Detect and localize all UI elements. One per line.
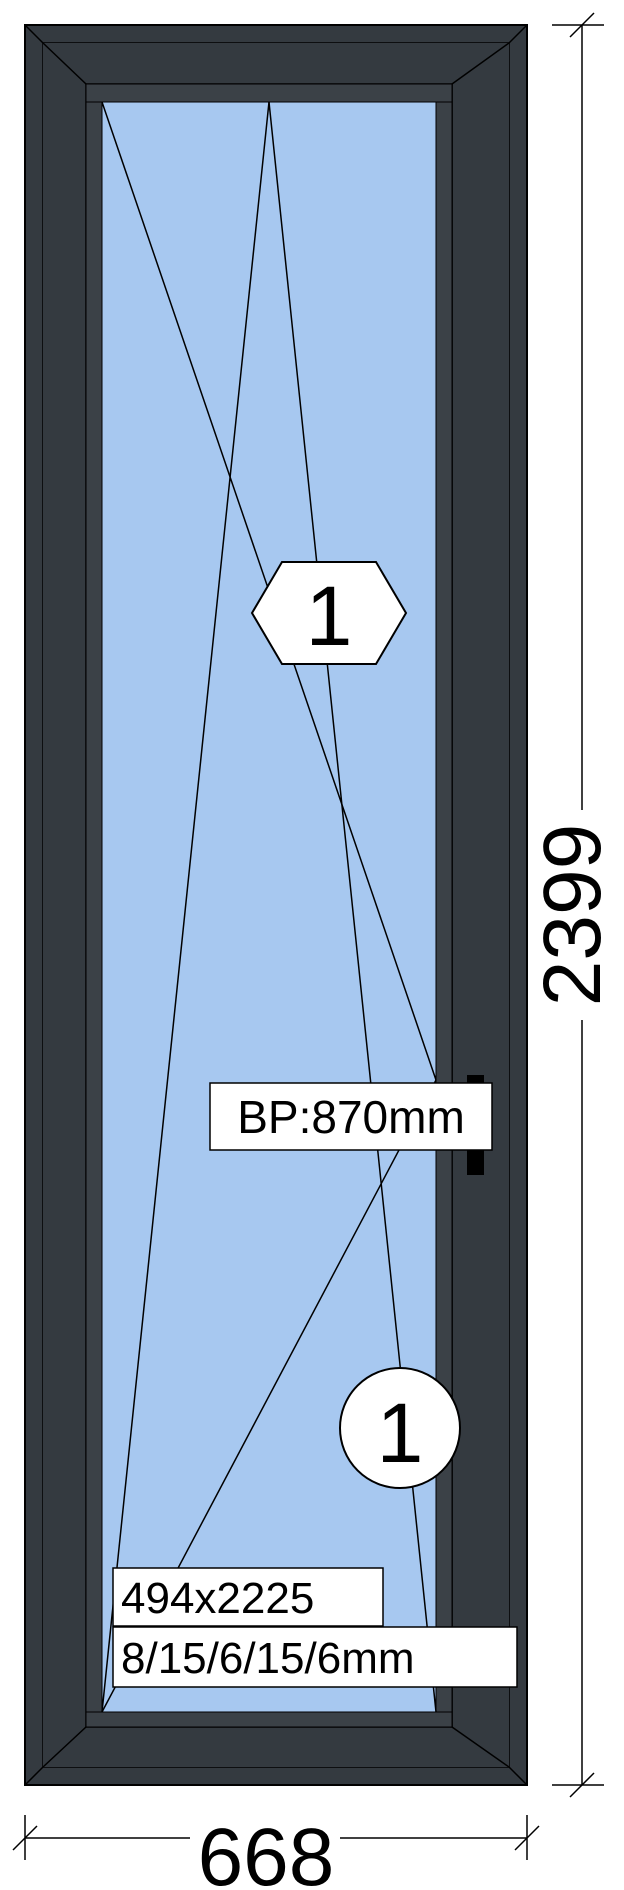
width-dimension-label: 668 [198, 1812, 335, 1890]
height-dimension-label: 2399 [527, 824, 618, 1006]
circle-marker: 1 [339, 1367, 461, 1489]
circle-marker-label: 1 [377, 1386, 424, 1480]
height-dimension-label-bg [548, 810, 618, 1020]
glazing-bead-bottom [85, 1711, 453, 1728]
glass-size-text: 494x2225 [121, 1574, 314, 1623]
glazing-bead-left [85, 101, 103, 1713]
handle-height-text: BP:870mm [237, 1091, 465, 1143]
glass-size-label: 494x2225 [112, 1567, 384, 1627]
handle-height-label: BP:870mm [209, 1082, 493, 1151]
width-dimension-label-bg [190, 1808, 340, 1890]
hexagon-marker: 1 [250, 561, 408, 665]
hexagon-marker-label: 1 [306, 569, 353, 663]
glass-spec-text: 8/15/6/15/6mm [121, 1634, 415, 1683]
glass-spec-label: 8/15/6/15/6mm [112, 1626, 518, 1688]
glazing-bead [85, 83, 453, 103]
